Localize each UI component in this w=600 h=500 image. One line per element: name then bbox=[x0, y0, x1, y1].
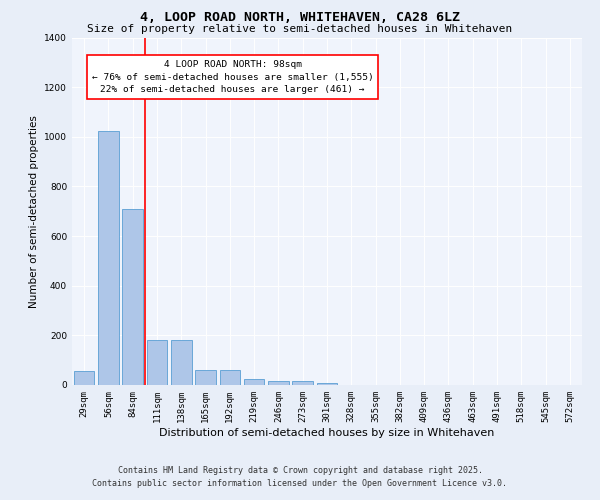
Bar bbox=[171, 340, 191, 385]
Bar bbox=[98, 130, 119, 385]
Bar bbox=[317, 382, 337, 385]
Text: 4, LOOP ROAD NORTH, WHITEHAVEN, CA28 6LZ: 4, LOOP ROAD NORTH, WHITEHAVEN, CA28 6LZ bbox=[140, 11, 460, 24]
Bar bbox=[268, 382, 289, 385]
Y-axis label: Number of semi-detached properties: Number of semi-detached properties bbox=[29, 115, 38, 308]
Text: 4 LOOP ROAD NORTH: 98sqm
← 76% of semi-detached houses are smaller (1,555)
22% o: 4 LOOP ROAD NORTH: 98sqm ← 76% of semi-d… bbox=[92, 60, 374, 94]
X-axis label: Distribution of semi-detached houses by size in Whitehaven: Distribution of semi-detached houses by … bbox=[160, 428, 494, 438]
Bar bbox=[122, 209, 143, 385]
Bar bbox=[244, 379, 265, 385]
Bar bbox=[195, 370, 216, 385]
Bar bbox=[74, 372, 94, 385]
Text: Contains HM Land Registry data © Crown copyright and database right 2025.
Contai: Contains HM Land Registry data © Crown c… bbox=[92, 466, 508, 487]
Bar bbox=[220, 370, 240, 385]
Bar bbox=[292, 382, 313, 385]
Bar bbox=[146, 340, 167, 385]
Text: Size of property relative to semi-detached houses in Whitehaven: Size of property relative to semi-detach… bbox=[88, 24, 512, 34]
